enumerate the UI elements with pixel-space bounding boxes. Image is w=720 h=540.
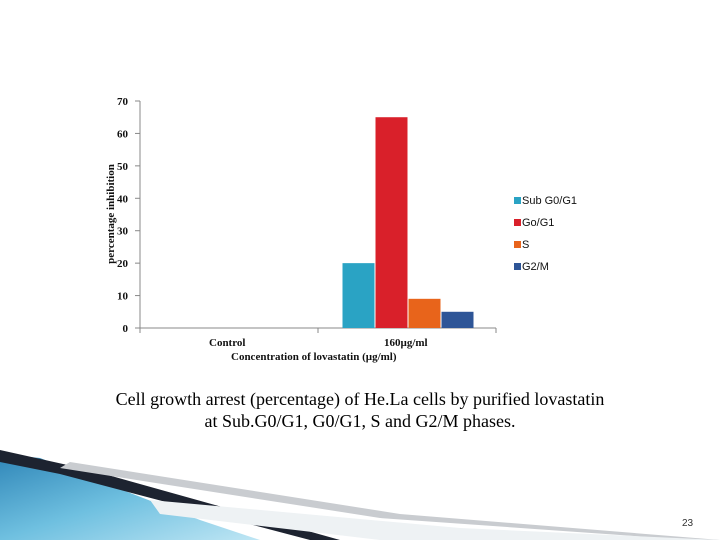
legend-label-3: G2/M: [522, 261, 549, 273]
y-tick-label-10: 10: [117, 291, 129, 303]
bar-go-g1-1: [375, 117, 408, 328]
legend-swatch-1: [514, 219, 521, 226]
y-tick-label-40: 40: [117, 193, 129, 205]
x-axis-title: Concentration of lovastatin (µg/ml): [231, 351, 397, 363]
slide-decoration: [0, 450, 720, 540]
caption-line-1: Cell growth arrest (percentage) of He.La…: [115, 389, 605, 409]
decor-light-band: [150, 500, 720, 540]
x-category-label-160: 160µg/ml: [384, 337, 428, 349]
x-category-label-control: Control: [209, 337, 245, 349]
y-axis-ticks: 0 10 20 30 40 50 60 70: [117, 96, 140, 335]
page-number: 23: [682, 518, 694, 529]
legend-swatch-3: [514, 263, 521, 270]
y-axis-title: percentage inhibition: [105, 164, 117, 264]
y-tick-label-50: 50: [117, 161, 129, 173]
y-tick-label-30: 30: [117, 226, 129, 238]
bar-sub-g0-g1-1: [342, 263, 375, 328]
legend: Sub G0/G1 Go/G1 S G2/M: [514, 195, 577, 273]
y-tick-label-70: 70: [117, 96, 129, 108]
bar-chart: 0 10 20 30 40 50 60 70 percentage inhibition Co…: [105, 96, 577, 363]
legend-swatch-0: [514, 197, 521, 204]
bar-g2-m-1: [441, 311, 474, 328]
x-axis-tick-marks: [139, 328, 497, 333]
bar-s-1: [408, 298, 441, 328]
legend-label-0: Sub G0/G1: [522, 195, 577, 207]
legend-label-1: Go/G1: [522, 217, 554, 229]
y-tick-label-0: 0: [123, 323, 129, 335]
caption-line-2: at Sub.G0/G1, G0/G1, S and G2/M phases.: [204, 411, 516, 431]
legend-label-2: S: [522, 239, 529, 251]
decor-blue-swoosh: [0, 454, 260, 540]
bar-series-group: [342, 117, 474, 328]
y-tick-label-20: 20: [117, 258, 129, 270]
legend-swatch-2: [514, 241, 521, 248]
slide-caption: Cell growth arrest (percentage) of He.La…: [0, 388, 720, 432]
y-tick-label-60: 60: [117, 128, 129, 140]
